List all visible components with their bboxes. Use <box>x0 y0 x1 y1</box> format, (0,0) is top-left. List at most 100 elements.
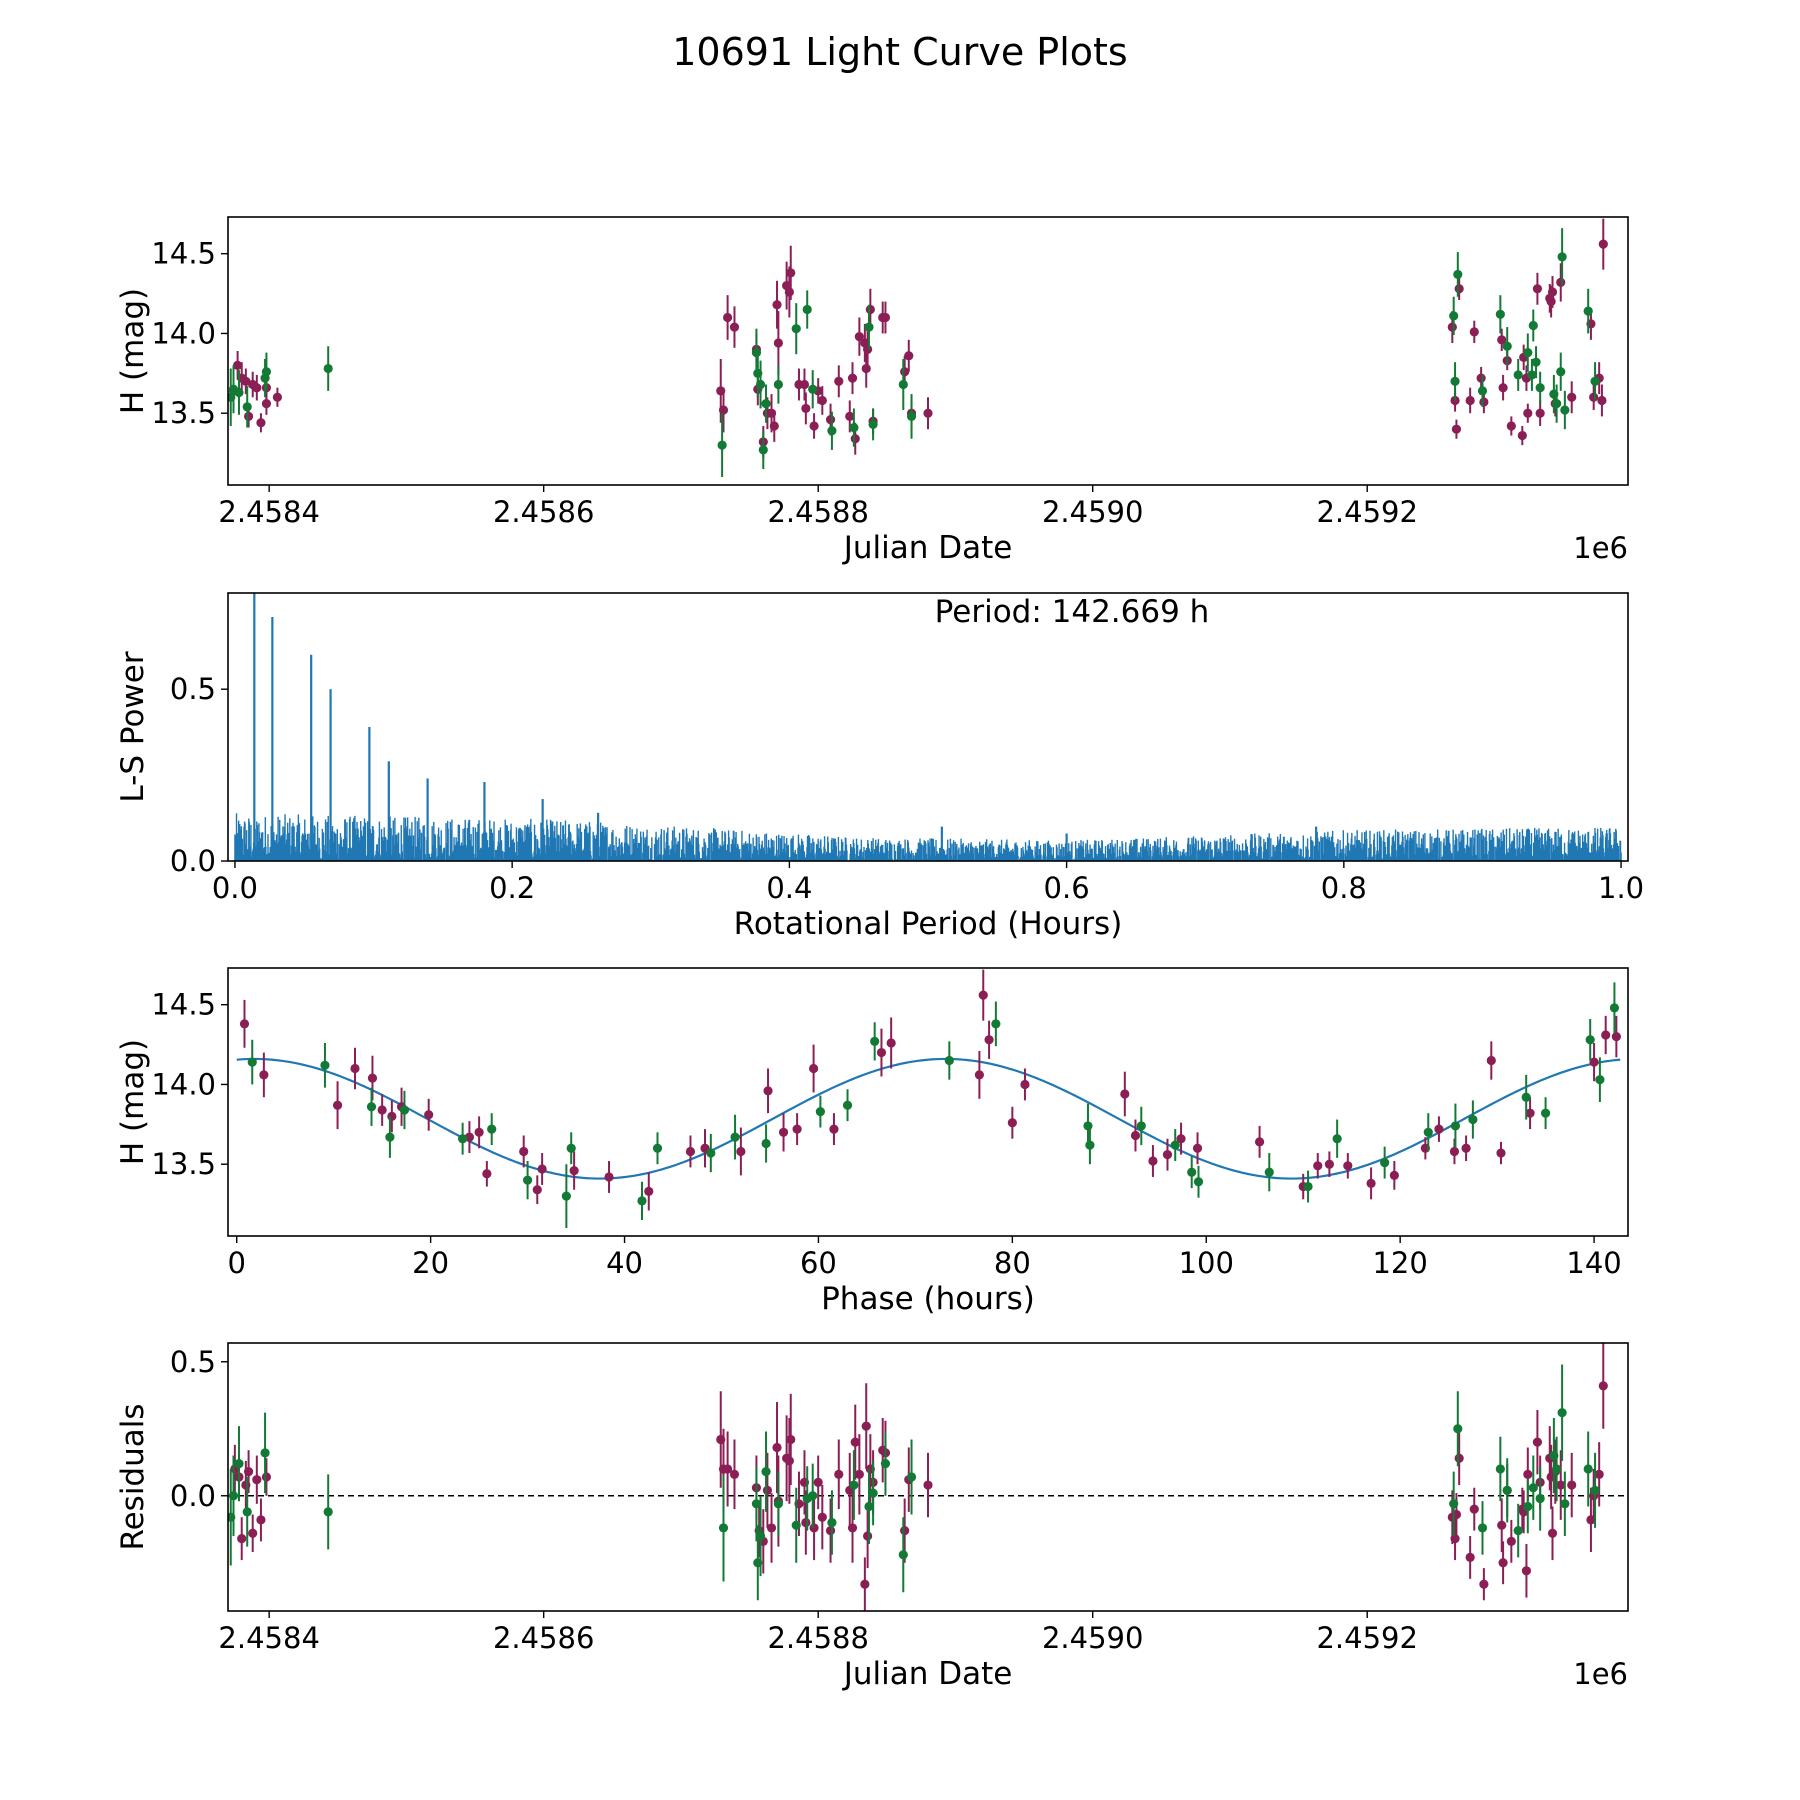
data-point <box>385 1132 395 1142</box>
data-point <box>834 1469 844 1479</box>
data-point <box>377 1105 387 1115</box>
data-point <box>802 304 812 315</box>
x-tick-label: 2.4592 <box>1316 495 1417 529</box>
data-point <box>256 1515 266 1525</box>
data-point <box>773 379 783 390</box>
data-point <box>791 324 801 334</box>
data-point <box>1454 1453 1464 1463</box>
data-point <box>1589 392 1599 402</box>
data-point <box>1454 284 1464 294</box>
x-tick-label: 100 <box>1179 1246 1234 1280</box>
period-annotation: Period: 142.669 h <box>935 594 1210 630</box>
data-point <box>644 1186 654 1196</box>
data-point <box>847 373 858 383</box>
data-point <box>487 1124 497 1134</box>
data-point <box>898 1550 908 1560</box>
data-point <box>1380 1158 1390 1168</box>
data-point <box>1513 370 1523 380</box>
data-point <box>1523 347 1533 358</box>
data-point <box>761 1467 771 1477</box>
data-point <box>261 367 272 377</box>
data-point <box>1547 287 1558 297</box>
data-point <box>685 1146 696 1157</box>
data-point <box>1560 405 1570 415</box>
data-point <box>1556 1480 1566 1490</box>
data-point <box>1447 322 1457 332</box>
data-point <box>248 1528 258 1538</box>
residuals-panel: 2.4584 2.4586 2.4588 2.4590 2.4592 0.0 0.5 Juli… <box>115 1342 1629 1692</box>
data-point <box>1450 1121 1461 1131</box>
data-point <box>974 1070 984 1080</box>
data-point <box>1552 399 1562 409</box>
data-point <box>1389 1170 1399 1180</box>
data-point <box>864 322 874 332</box>
data-point <box>242 1507 252 1517</box>
data-point <box>272 392 283 402</box>
data-point <box>1531 357 1541 367</box>
y-tick-label: 0.0 <box>170 1479 216 1513</box>
data-point <box>1187 1167 1197 1177</box>
data-point <box>1535 408 1545 418</box>
data-point <box>880 312 891 323</box>
data-point <box>1590 376 1600 386</box>
data-point <box>861 1421 871 1431</box>
data-point <box>1506 1536 1516 1546</box>
data-point <box>792 1124 802 1134</box>
data-point <box>399 1105 410 1115</box>
data-point <box>1552 1464 1562 1474</box>
data-point <box>1254 1137 1265 1147</box>
data-point <box>243 411 254 422</box>
data-point <box>1453 1424 1463 1434</box>
data-point <box>1609 1003 1620 1013</box>
x-tick-label: 0.0 <box>212 871 258 905</box>
data-point <box>808 1491 818 1501</box>
data-point <box>1496 1148 1506 1158</box>
plot-frame <box>227 216 1629 486</box>
data-point <box>718 405 729 415</box>
data-point <box>773 1499 783 1509</box>
data-point <box>827 426 837 436</box>
data-point <box>729 322 740 332</box>
data-point <box>1495 309 1505 319</box>
y-axis-label: H (mag) <box>115 1039 151 1165</box>
plot-data-layer <box>228 218 1608 478</box>
data-point <box>1517 430 1527 441</box>
x-axis-label: Rotational Period (Hours) <box>734 906 1123 942</box>
data-point <box>1502 341 1512 351</box>
data-point <box>763 1086 773 1096</box>
data-point <box>1449 1499 1459 1509</box>
data-point <box>761 399 771 409</box>
y-tick-label: 0.0 <box>170 844 216 878</box>
data-point <box>320 1060 330 1070</box>
data-point <box>1560 1499 1570 1509</box>
data-point <box>817 395 827 406</box>
data-point <box>532 1185 542 1195</box>
data-point <box>723 1464 733 1474</box>
data-point <box>228 1491 239 1501</box>
y-axis-label: Residuals <box>115 1403 151 1550</box>
plot-data-layer <box>228 1343 1628 1611</box>
data-point <box>1594 1469 1604 1479</box>
periodogram-panel: Period: 142.669 h 0.0 0.2 0.4 0.6 0.8 1.0 0.0 0.… <box>115 592 1644 942</box>
data-point <box>1583 306 1593 316</box>
data-point <box>751 347 762 358</box>
data-point <box>1192 1143 1203 1153</box>
data-point <box>1497 1520 1507 1530</box>
phase-curve-panel: 0 20 40 60 80 100 120 140 13.5 14.0 14.5 Phase (hou… <box>115 967 1629 1317</box>
x-axis-label: Julian Date <box>842 530 1013 566</box>
data-point <box>241 376 251 386</box>
y-tick-label: 14.0 <box>151 316 216 350</box>
data-point <box>323 1507 333 1517</box>
data-point <box>886 1038 896 1048</box>
data-point <box>723 312 733 323</box>
data-point <box>849 1480 859 1490</box>
data-point <box>1479 1579 1489 1589</box>
data-point <box>237 1534 247 1544</box>
data-point <box>868 1488 878 1498</box>
data-point <box>1130 1130 1141 1141</box>
data-point <box>784 287 794 297</box>
data-point <box>323 363 333 374</box>
data-point <box>1423 1127 1433 1137</box>
data-point <box>854 332 864 342</box>
data-point <box>1597 395 1607 406</box>
